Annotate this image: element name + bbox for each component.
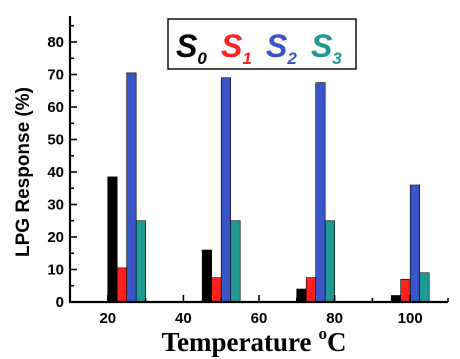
y-tick-label-70: 70 (47, 67, 64, 84)
bar-s1-50 (211, 277, 222, 303)
y-tick-label-40: 40 (47, 164, 64, 181)
legend-entry-subscript: 1 (242, 49, 251, 68)
y-tick-label-20: 20 (47, 229, 64, 246)
x-axis-title-degree: o (318, 324, 327, 343)
x-tick-label-40: 40 (175, 310, 192, 327)
bar-s1-100 (400, 278, 411, 303)
legend-box (167, 18, 357, 70)
bar-s2-75 (315, 82, 326, 303)
legend-entry-s3: S3 (311, 28, 342, 68)
x-tick-label-100: 100 (398, 310, 423, 327)
legend-entry-letter: S (311, 28, 333, 64)
legend-entry-subscript: 3 (332, 49, 342, 68)
bar-s0-25 (107, 176, 118, 303)
bars-group (107, 72, 430, 303)
bar-s2-100 (409, 184, 421, 303)
bar-s1-25 (116, 267, 127, 303)
bar-s1-75 (305, 277, 317, 303)
bar-s3-50 (230, 220, 241, 303)
legend-entry-letter: S (176, 28, 198, 64)
legend-entry-letter: S (266, 28, 288, 64)
bar-s3-100 (419, 272, 430, 303)
y-tick-label-30: 30 (47, 197, 64, 214)
bar-s0-75 (296, 288, 307, 303)
legend: S0 S1 S2 S3 (167, 18, 357, 70)
bar-s3-75 (324, 220, 336, 303)
x-axis-title: Temperature oC (162, 324, 347, 357)
y-tick-label-80: 80 (47, 34, 64, 51)
y-axis-title: LPG Response (%) (13, 87, 34, 257)
x-tick-label-20: 20 (99, 310, 116, 327)
y-tick-label-60: 60 (47, 99, 64, 116)
bar-s2-25 (126, 72, 137, 303)
legend-entry-subscript: 2 (286, 49, 297, 68)
legend-entry-letter: S (221, 28, 243, 64)
legend-entry-s1: S1 (221, 28, 252, 68)
x-tick-label-60: 60 (251, 310, 268, 327)
y-tick-label-50: 50 (47, 132, 64, 149)
x-tick-label-80: 80 (326, 310, 343, 327)
y-tick-label-0: 0 (56, 294, 64, 311)
x-axis-title-unit: C (327, 327, 347, 357)
bar-s0-50 (201, 249, 212, 303)
legend-entry-subscript: 0 (197, 49, 207, 68)
x-axis-title-text: Temperature (162, 327, 312, 357)
bar-s2-50 (220, 77, 231, 303)
y-tick-label-10: 10 (47, 262, 64, 279)
legend-entry-s2: S2 (266, 28, 297, 68)
legend-entry-s0: S0 (176, 28, 207, 68)
bar-s3-25 (135, 220, 146, 303)
